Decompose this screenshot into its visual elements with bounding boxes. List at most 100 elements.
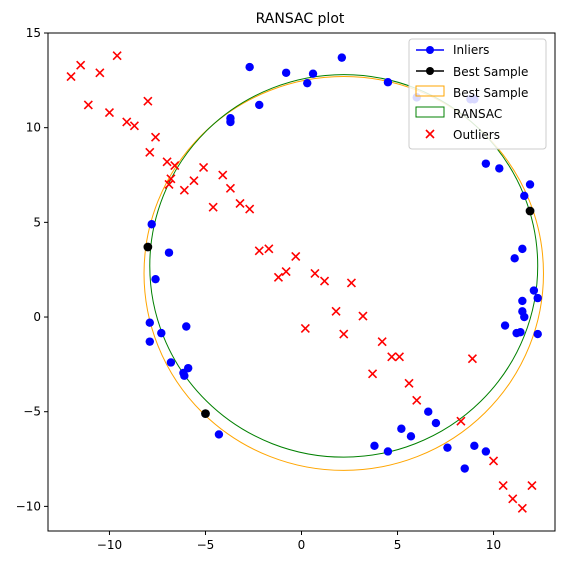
outlier-point	[456, 416, 466, 426]
inlier-point	[226, 117, 235, 127]
inlier-point	[481, 159, 491, 168]
outlier-point	[404, 378, 414, 388]
outlier-point	[162, 157, 172, 167]
legend-entry-inliers: Inliers	[416, 43, 489, 57]
outlier-point	[331, 306, 341, 316]
inlier-point	[245, 62, 254, 72]
inlier-point	[255, 100, 264, 110]
outlier-point	[83, 100, 93, 110]
outlier-point	[291, 251, 301, 262]
inlier-point	[281, 68, 291, 77]
outlier-point	[517, 503, 527, 513]
inlier-point	[510, 254, 519, 263]
inlier-point	[145, 318, 154, 327]
inlier-point	[525, 180, 535, 189]
inlier-point	[520, 312, 529, 322]
inlier-point	[533, 329, 542, 339]
outlier-point	[310, 268, 320, 279]
inlier-point	[397, 424, 406, 433]
outlier-point	[95, 68, 105, 78]
legend-patch-ransac	[415, 106, 445, 118]
inlier-point	[460, 464, 469, 473]
inlier-point	[383, 78, 393, 87]
inlier-point	[470, 441, 479, 450]
outlier-point	[112, 51, 122, 61]
outlier-point	[273, 272, 284, 282]
outlier-point	[254, 246, 264, 256]
inlier-point	[303, 78, 312, 88]
outlier-point	[339, 329, 349, 339]
outlier-point	[367, 369, 378, 379]
legend-label-best-sample: Best Sample	[453, 65, 528, 79]
inlier-point	[424, 407, 433, 416]
ransac-circle	[149, 74, 539, 458]
best-sample-point	[143, 242, 153, 252]
outlier-point	[387, 352, 397, 362]
x-axis: −10 −5 0 5 10	[97, 531, 501, 552]
x-tick-label: −5	[197, 538, 215, 552]
inlier-point	[443, 443, 452, 452]
inlier-point	[481, 447, 491, 456]
outlier-point	[508, 494, 518, 504]
outlier-point	[66, 71, 76, 82]
outlier-point	[129, 121, 139, 131]
chart-title: RANSAC plot	[256, 11, 345, 27]
x-tick-label: 0	[298, 538, 306, 552]
inlier-point	[431, 418, 441, 428]
outlier-point	[498, 480, 508, 491]
outlier-point	[189, 176, 199, 186]
legend-entry-best-sample-circle: Best Sample	[415, 85, 528, 100]
outlier-point	[122, 117, 132, 127]
outlier-point	[164, 179, 174, 190]
y-axis: −10 −5 0 5 10 15	[16, 26, 48, 513]
outlier-point	[235, 198, 245, 208]
legend-label-inliers: Inliers	[453, 43, 489, 57]
inlier-point	[214, 430, 224, 439]
legend-entry-ransac: RANSAC	[415, 106, 502, 121]
inlier-point	[520, 191, 529, 201]
outlier-point	[143, 96, 153, 106]
legend-label-best-circle: Best Sample	[453, 86, 528, 100]
outlier-point	[76, 60, 86, 70]
y-tick-label: 10	[26, 121, 41, 135]
inlier-point	[182, 322, 191, 331]
inlier-point	[151, 274, 160, 284]
legend-patch-best-circle	[415, 85, 445, 97]
outlier-point	[377, 337, 387, 347]
outlier-point	[218, 170, 228, 180]
inlier-point	[308, 69, 318, 78]
y-tick-label: 5	[33, 215, 41, 229]
outlier-point	[198, 162, 209, 173]
inlier-point	[495, 164, 504, 173]
outlier-point	[412, 395, 422, 405]
outlier-point	[281, 267, 291, 277]
inlier-point	[370, 441, 379, 450]
outlier-point	[225, 183, 236, 193]
legend-entry-best-sample-points: Best Sample	[416, 65, 528, 79]
inlier-point	[533, 293, 542, 303]
inlier-point	[406, 432, 416, 441]
legend-marker-inliers	[426, 46, 434, 54]
outlier-point	[245, 204, 255, 214]
outlier-point	[346, 278, 356, 288]
y-tick-label: 0	[33, 310, 41, 324]
legend-label-outliers: Outliers	[453, 128, 500, 142]
best-sample-circle	[143, 76, 544, 471]
outlier-point	[527, 480, 537, 491]
outlier-point	[467, 354, 477, 364]
inlier-point	[516, 327, 525, 337]
outlier-point	[208, 202, 218, 212]
outlier-point	[104, 107, 115, 118]
outlier-point	[264, 244, 274, 254]
outlier-point	[358, 311, 368, 321]
y-tick-label: −10	[16, 499, 41, 513]
inlier-point	[518, 296, 527, 306]
best-sample-point	[201, 409, 210, 419]
legend-box	[408, 38, 547, 150]
legend-label-ransac: RANSAC	[453, 107, 502, 121]
inlier-point	[164, 248, 174, 257]
y-tick-label: −5	[23, 405, 41, 419]
x-tick-label: 5	[394, 538, 402, 552]
y-tick-label: 15	[26, 26, 41, 40]
plot-area	[66, 51, 544, 513]
